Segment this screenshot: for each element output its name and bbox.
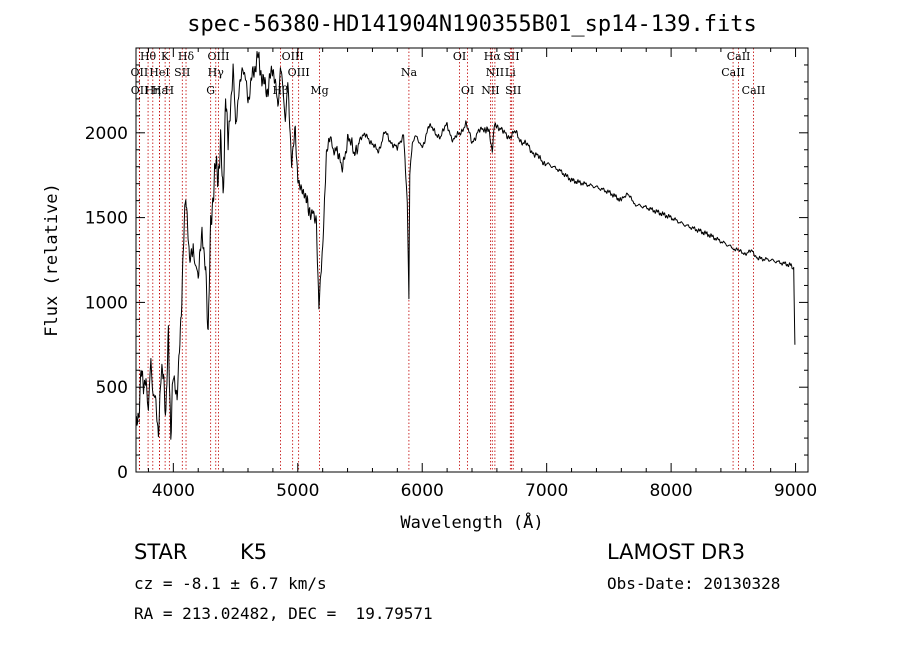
line-label-25: OI — [461, 84, 474, 97]
y-axis-label: Flux (relative) — [42, 183, 62, 337]
line-label-17: CaII — [721, 66, 745, 79]
y-tick-label-1000: 1000 — [85, 293, 128, 313]
line-label-20: Hη — [145, 84, 161, 97]
line-label-3: OIII — [207, 50, 229, 63]
y-tick-label-0: 0 — [117, 463, 128, 483]
line-label-27: SII — [505, 84, 521, 97]
line-label-28: CaII — [742, 84, 766, 97]
x-tick-label-9000: 9000 — [774, 481, 817, 501]
spectrum-line — [135, 51, 796, 440]
object-class: STAR — [134, 540, 188, 564]
x-tick-label-5000: 5000 — [276, 481, 319, 501]
line-label-23: Hβ — [273, 84, 289, 97]
spectrum-chart: spec-56380-HD141904N190355B01_sp14-139.f… — [42, 12, 817, 533]
line-label-15: NII — [486, 66, 504, 79]
survey-name: LAMOST DR3 — [607, 540, 746, 564]
y-tick-label-1500: 1500 — [85, 209, 128, 229]
y-tick-label-500: 500 — [96, 378, 128, 398]
chart-title: spec-56380-HD141904N190355B01_sp14-139.f… — [187, 12, 757, 37]
line-label-18: OII — [131, 84, 149, 97]
line-label-26: NII — [481, 84, 499, 97]
line-label-5: OI — [453, 50, 466, 63]
observation-date: Obs-Date: 20130328 — [607, 574, 781, 593]
line-label-14: Na — [401, 66, 418, 79]
line-label-4: OIII — [282, 50, 304, 63]
line-label-16: Li — [505, 66, 516, 79]
x-axis-label: Wavelength (Å) — [400, 511, 543, 533]
y-tick-label-2000: 2000 — [85, 124, 128, 144]
redshift-cz: cz = -8.1 ± 6.7 km/s — [134, 574, 327, 593]
line-label-11: SII — [174, 66, 190, 79]
line-label-12: Hγ — [208, 66, 225, 79]
line-label-7: SII — [503, 50, 519, 63]
object-subclass: K5 — [240, 540, 268, 564]
line-label-2: Hδ — [178, 50, 195, 63]
line-label-8: CaII — [727, 50, 751, 63]
x-tick-label-8000: 8000 — [649, 481, 692, 501]
line-label-13: OIII — [288, 66, 310, 79]
x-tick-label-7000: 7000 — [525, 481, 568, 501]
x-tick-label-4000: 4000 — [152, 481, 195, 501]
line-label-24: Mg — [310, 84, 328, 97]
line-label-19: Hε — [152, 84, 168, 97]
line-label-6: Hα — [484, 50, 502, 63]
sky-coordinates: RA = 213.02482, DEC = 19.79571 — [134, 604, 433, 623]
x-tick-label-6000: 6000 — [401, 481, 444, 501]
line-label-21: H — [165, 84, 175, 97]
line-label-1: K — [161, 50, 170, 63]
line-label-22: G — [206, 84, 215, 97]
